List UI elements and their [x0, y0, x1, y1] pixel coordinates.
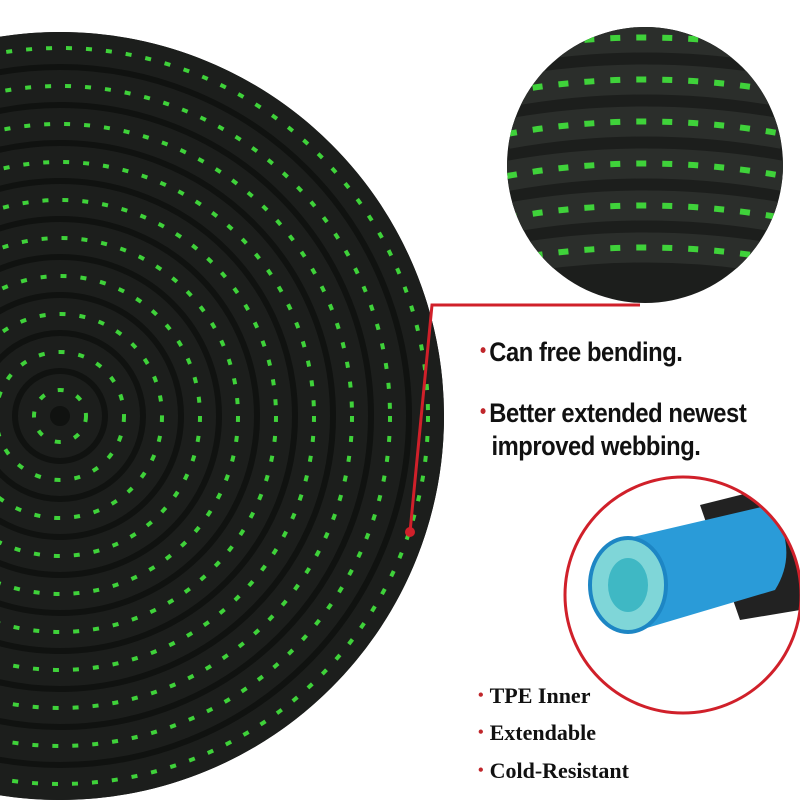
spec-text: Cold-Resistant: [489, 758, 629, 783]
spec-tpe: • TPE Inner: [478, 683, 590, 709]
feature-text: Can free bending.: [489, 337, 683, 367]
coil-ring-pattern: [0, 350, 126, 482]
coil-ring-pattern: [0, 312, 164, 520]
spec-text: Extendable: [489, 720, 596, 745]
tube-cross-section-circle: [565, 477, 800, 713]
zoom-strand-pattern: [507, 244, 783, 263]
zoom-strand-pattern: [507, 160, 783, 179]
feature-bending: • Can free bending.: [480, 335, 683, 369]
coil-ring-pattern: [0, 160, 316, 672]
coil-ring-pattern: [0, 236, 240, 596]
feature-text-line2: improved webbing.: [491, 431, 701, 461]
callout-line: [408, 303, 640, 533]
coil-ring-pattern: [0, 198, 278, 634]
coil-ring-pattern: [0, 274, 202, 558]
coil-ring-pattern: [0, 122, 354, 710]
zoom-strand-pattern: [507, 202, 783, 221]
zoom-strand-pattern: [507, 76, 783, 95]
bullet-icon: •: [478, 762, 484, 779]
bullet-icon: •: [480, 401, 486, 423]
spec-cold: • Cold-Resistant: [478, 758, 629, 784]
callout-dot: [405, 527, 415, 537]
feature-text-line1: Better extended newest: [489, 398, 747, 428]
coil-ring-pattern: [0, 84, 392, 748]
bullet-icon: •: [478, 724, 484, 741]
spec-extendable: • Extendable: [478, 720, 596, 746]
hose-coil: [0, 32, 444, 800]
bullet-icon: •: [478, 687, 484, 704]
coil-ring-pattern: [32, 388, 88, 444]
tube-circle-outline: [563, 475, 800, 715]
bullet-icon: •: [480, 340, 486, 362]
feature-webbing: • Better extended newest improved webbing.: [480, 396, 747, 463]
spec-text: TPE Inner: [489, 683, 591, 708]
coil-ring-pattern: [0, 46, 430, 786]
zoom-strand-pattern: [507, 118, 783, 137]
zoom-detail-circle: [507, 27, 783, 303]
